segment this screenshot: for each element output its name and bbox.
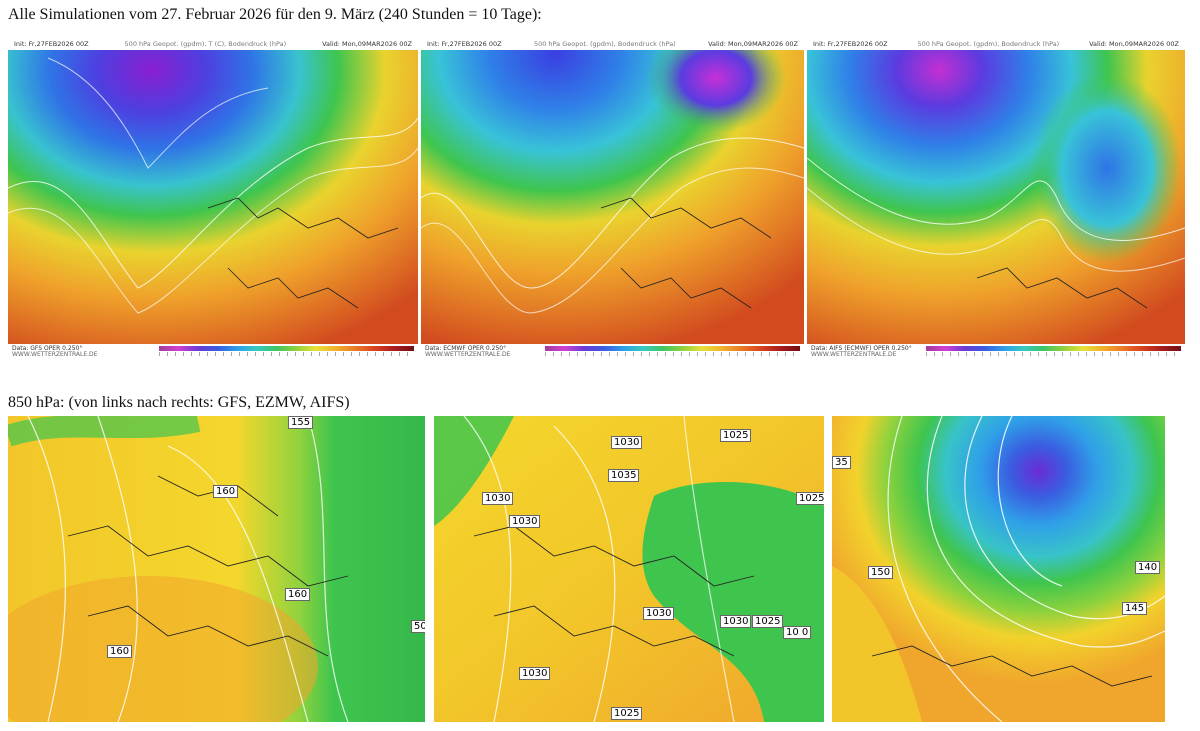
map-gfs-850hpa[interactable]: 155 160 160 160 50	[8, 416, 425, 722]
isoline-label: 1035	[608, 469, 640, 482]
color-scale-ticks	[926, 352, 1181, 356]
map-data-source: Data: AIFS (ECMWF) OPER 0.250°	[811, 345, 912, 352]
caption-top: Alle Simulationen vom 27. Februar 2026 f…	[8, 6, 542, 23]
map-data-source: Data: ECMWF OPER 0.250°	[425, 345, 507, 352]
isoline-label: 1025	[611, 707, 643, 720]
map-valid: Valid: Mon,09MAR2026 00Z	[708, 40, 798, 48]
isoline-label: 35	[832, 456, 851, 469]
isoline-label: 1030	[509, 515, 541, 528]
map-header: Init: Fr,27FEB2026 00Z 500 hPa Geopot. (…	[807, 38, 1185, 50]
map-valid: Valid: Mon,09MAR2026 00Z	[322, 40, 412, 48]
isoline-label: 145	[1122, 602, 1148, 615]
map-gfs-500hpa-field	[8, 38, 418, 358]
map-gfs-500hpa[interactable]: Init: Fr,27FEB2026 00Z 500 hPa Geopot. (…	[8, 38, 418, 358]
isoline-label: 160	[107, 645, 133, 658]
map-ecmwf-850hpa[interactable]: 1030 1025 1035 1030 1030 1025 1030 1030 …	[434, 416, 824, 722]
isoline-label: 1030	[519, 667, 551, 680]
map-aifs-500hpa-field	[807, 38, 1185, 358]
map-title: 500 hPa Geopot. (gpdm), Bodendruck (hPa)	[917, 40, 1060, 48]
map-site: WWW.WETTERZENTRALE.DE	[811, 351, 897, 358]
map-header: Init: Fr,27FEB2026 00Z 500 hPa Geopot. (…	[8, 38, 418, 50]
isoline-label: 155	[288, 416, 314, 429]
isoline-label: 1030	[482, 492, 514, 505]
isoline-label: 150	[868, 566, 894, 579]
map-footer: Data: AIFS (ECMWF) OPER 0.250° WWW.WETTE…	[807, 344, 1185, 358]
map-site: WWW.WETTERZENTRALE.DE	[425, 351, 511, 358]
isoline-label: 10 0	[783, 626, 812, 639]
map-init: Init: Fr,27FEB2026 00Z	[427, 40, 502, 48]
map-gfs-850hpa-field	[8, 416, 425, 722]
isoline-label: 1030	[643, 607, 675, 620]
map-ecmwf-500hpa[interactable]: Init: Fr,27FEB2026 00Z 500 hPa Geopot. (…	[421, 38, 804, 358]
map-ecmwf-850hpa-field	[434, 416, 824, 722]
map-aifs-850hpa[interactable]: 35 150 140 145	[832, 416, 1165, 722]
isoline-label: 50	[411, 620, 425, 633]
map-footer: Data: GFS OPER 0.250° WWW.WETTERZENTRALE…	[8, 344, 418, 358]
map-aifs-500hpa[interactable]: Init: Fr,27FEB2026 00Z 500 hPa Geopot. (…	[807, 38, 1185, 358]
map-title: 500 hPa Geopot. (gpdm), Bodendruck (hPa)	[533, 40, 676, 48]
map-data-source: Data: GFS OPER 0.250°	[12, 345, 83, 352]
map-init: Init: Fr,27FEB2026 00Z	[14, 40, 89, 48]
isoline-label: 1025	[796, 492, 824, 505]
color-scale-ticks	[545, 352, 800, 356]
map-footer: Data: ECMWF OPER 0.250° WWW.WETTERZENTRA…	[421, 344, 804, 358]
map-header: Init: Fr,27FEB2026 00Z 500 hPa Geopot. (…	[421, 38, 804, 50]
map-init: Init: Fr,27FEB2026 00Z	[813, 40, 888, 48]
caption-bottom: 850 hPa: (von links nach rechts: GFS, EZ…	[8, 394, 350, 411]
isoline-label: 1025	[720, 429, 752, 442]
isoline-label: 140	[1135, 561, 1161, 574]
map-valid: Valid: Mon,09MAR2026 00Z	[1089, 40, 1179, 48]
color-scale	[159, 346, 414, 351]
isoline-label: 1030	[611, 436, 643, 449]
color-scale-ticks	[159, 352, 414, 356]
isoline-label: 160	[213, 485, 239, 498]
map-title: 500 hPa Geopot. (gpdm), T (C), Bodendruc…	[124, 40, 287, 48]
map-ecmwf-500hpa-field	[421, 38, 804, 358]
color-scale	[926, 346, 1181, 351]
isoline-label: 1030	[720, 615, 752, 628]
isoline-label: 160	[285, 588, 311, 601]
color-scale	[545, 346, 800, 351]
isoline-label: 1025	[752, 615, 784, 628]
map-site: WWW.WETTERZENTRALE.DE	[12, 351, 98, 358]
